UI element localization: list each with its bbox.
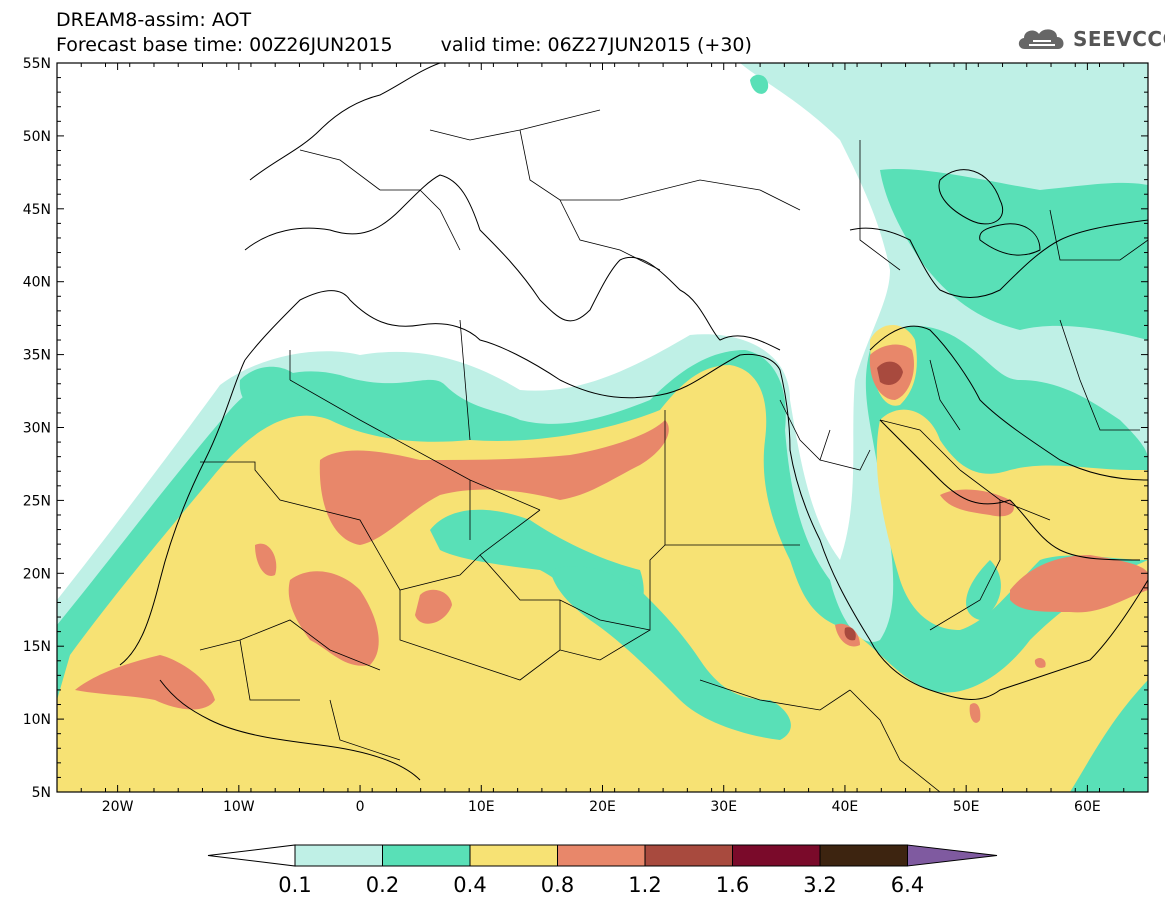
- colorbar-bin: [732, 844, 821, 867]
- lat-label: 35N: [23, 348, 51, 364]
- lat-label: 45N: [23, 202, 51, 218]
- aot-contour-1.2: [844, 361, 903, 641]
- lat-label: 55N: [23, 56, 51, 72]
- lon-label: 30E: [710, 799, 737, 815]
- colorbar-label: 1.6: [716, 873, 749, 897]
- lon-label: 20W: [102, 799, 134, 815]
- colorbar-arrow-high: [907, 844, 998, 867]
- lat-label: 50N: [23, 129, 51, 145]
- base-time: Forecast base time: 00Z26JUN2015: [56, 34, 393, 56]
- colorbar-bin: [382, 844, 471, 867]
- colorbar-arrow-low: [207, 844, 296, 867]
- valid-time: valid time: 06Z27JUN2015 (+30): [440, 34, 752, 56]
- colorbar-bin: [469, 844, 558, 867]
- colorbar: 0.1 0.2 0.4 0.8 1.2 1.6 3.2 6.4: [207, 844, 998, 897]
- lat-label: 15N: [23, 639, 51, 655]
- logo-text: SEEVCCC: [1073, 27, 1165, 51]
- colorbar-label: 1.2: [628, 873, 661, 897]
- coastlines: [119, 63, 1148, 781]
- colorbar-label: 0.8: [541, 873, 574, 897]
- time-info: Forecast base time: 00Z26JUN2015 valid ti…: [56, 35, 752, 55]
- lon-label: 10W: [223, 799, 255, 815]
- map-title: DREAM8-assim: AOT: [56, 9, 252, 31]
- lat-label: 10N: [23, 712, 51, 728]
- colorbar-label: 0.2: [366, 873, 399, 897]
- lat-label: 25N: [23, 493, 51, 509]
- aot-field: [57, 63, 1148, 792]
- cloud-icon: [1018, 29, 1064, 49]
- lat-label: 40N: [23, 275, 51, 291]
- lon-label: 60E: [1074, 799, 1101, 815]
- aot-inner-0.2: [239, 366, 1001, 740]
- lat-label: 30N: [23, 421, 51, 437]
- aot-contour-0.8: [75, 344, 1148, 723]
- lon-label: 0: [356, 799, 365, 815]
- lon-label: 50E: [953, 799, 980, 815]
- colorbar-bin: [819, 844, 908, 867]
- longitude-axis: 20W 10W 0 10E 20E 30E 40E 50E 60E: [56, 63, 1149, 815]
- colorbar-label: 6.4: [891, 873, 924, 897]
- lon-label: 10E: [468, 799, 495, 815]
- colorbar-bin: [644, 844, 733, 867]
- latitude-axis: 55N 50N 45N 40N 35N 30N 25N 20N 15N 10N 5N: [23, 56, 1148, 801]
- colorbar-bin: [557, 844, 646, 867]
- colorbar-label: 0.1: [278, 873, 311, 897]
- borders: [199, 109, 1148, 792]
- lon-label: 20E: [589, 799, 616, 815]
- lat-label: 20N: [23, 566, 51, 582]
- colorbar-label: 0.4: [453, 873, 486, 897]
- colorbar-bin: [294, 844, 383, 867]
- seevccc-logo: SEEVCCC: [1015, 22, 1165, 56]
- lat-label: 5N: [32, 785, 51, 801]
- colorbar-label: 3.2: [803, 873, 836, 897]
- lon-label: 40E: [832, 799, 859, 815]
